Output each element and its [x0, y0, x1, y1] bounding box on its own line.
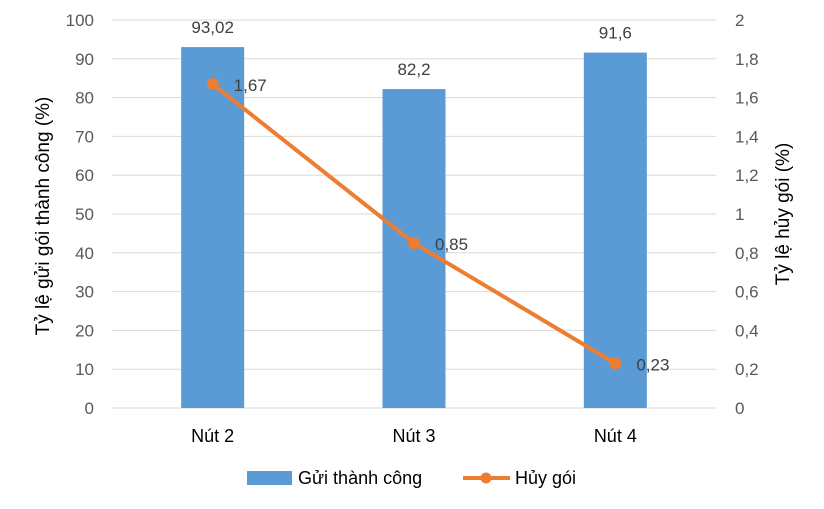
bar-data-label: 93,02 [191, 18, 234, 37]
bar-data-label: 82,2 [397, 60, 430, 79]
right-tick-label: 1,6 [735, 89, 759, 108]
left-tick-label: 100 [66, 11, 94, 30]
right-tick-label: 0 [735, 399, 744, 418]
right-tick-label: 1,8 [735, 50, 759, 69]
legend-bar-swatch [247, 471, 292, 485]
bar [181, 47, 245, 409]
legend-line-label: Hủy gói [515, 468, 576, 488]
line-point [609, 357, 622, 370]
left-tick-label: 40 [75, 244, 94, 263]
line-point [206, 78, 219, 91]
category-label: Nút 4 [594, 426, 637, 446]
right-tick-label: 0,2 [735, 360, 759, 379]
line-data-label: 1,67 [234, 76, 267, 95]
left-axis-title: Tỷ lệ gửi gói thành công (%) [33, 97, 54, 336]
legend: Gửi thành công Hủy gói [247, 468, 576, 488]
line-data-label: 0,85 [435, 235, 468, 254]
left-tick-label: 20 [75, 321, 94, 340]
left-tick-label: 30 [75, 283, 94, 302]
left-tick-label: 0 [85, 399, 94, 418]
left-tick-label: 70 [75, 127, 94, 146]
data-labels: 93,02 82,2 91,6 1,67 0,85 0,23 [191, 18, 669, 374]
category-label: Nút 2 [191, 426, 234, 446]
right-tick-label: 1,2 [735, 166, 759, 185]
left-tick-label: 60 [75, 166, 94, 185]
left-axis-ticks: 0 10 20 30 40 50 60 70 80 90 100 [66, 11, 94, 418]
legend-bar-label: Gửi thành công [298, 468, 422, 488]
line-data-label: 0,23 [636, 355, 669, 374]
left-tick-label: 80 [75, 89, 94, 108]
bar-series [181, 47, 647, 409]
bar-data-label: 91,6 [599, 24, 632, 43]
right-tick-label: 0,6 [735, 283, 759, 302]
line-point [408, 237, 420, 250]
right-tick-label: 1,4 [735, 127, 759, 146]
category-label: Nút 3 [392, 426, 435, 446]
line-series [206, 78, 622, 370]
right-tick-label: 0,4 [735, 321, 759, 340]
left-tick-label: 10 [75, 360, 94, 379]
right-tick-label: 2 [735, 11, 744, 30]
right-axis-title: Tỷ lệ hủy gói (%) [773, 143, 794, 286]
right-tick-label: 1 [735, 205, 744, 224]
legend-line-marker [480, 472, 492, 484]
category-labels: Nút 2 Nút 3 Nút 4 [191, 426, 637, 446]
left-tick-label: 90 [75, 50, 94, 69]
right-axis-ticks: 0 0,2 0,4 0,6 0,8 1 1,2 1,4 1,6 1,8 2 [735, 11, 759, 418]
left-tick-label: 50 [75, 205, 94, 224]
right-tick-label: 0,8 [735, 244, 759, 263]
